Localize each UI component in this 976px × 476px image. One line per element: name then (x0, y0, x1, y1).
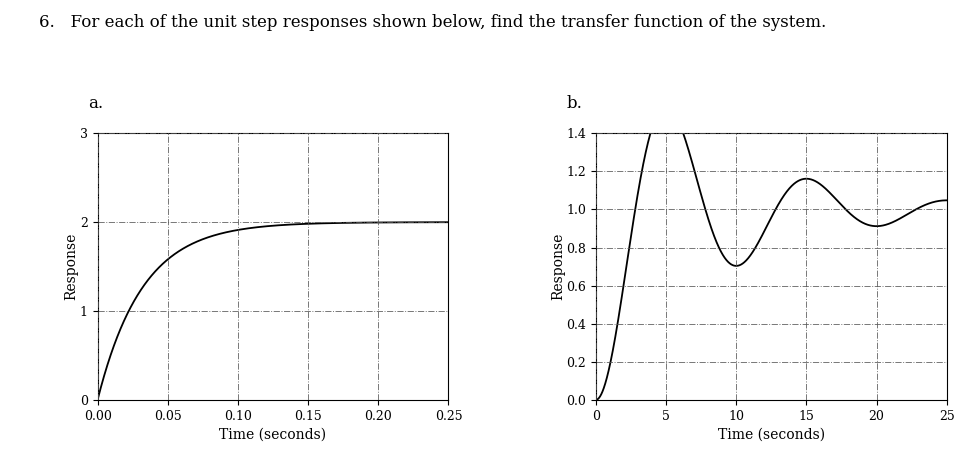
Text: b.: b. (566, 95, 582, 112)
Text: 6.   For each of the unit step responses shown below, find the transfer function: 6. For each of the unit step responses s… (39, 14, 827, 31)
Y-axis label: Response: Response (550, 233, 565, 300)
X-axis label: Time (seconds): Time (seconds) (220, 428, 327, 442)
X-axis label: Time (seconds): Time (seconds) (717, 428, 825, 442)
Y-axis label: Response: Response (64, 233, 78, 300)
Text: a.: a. (88, 95, 102, 112)
